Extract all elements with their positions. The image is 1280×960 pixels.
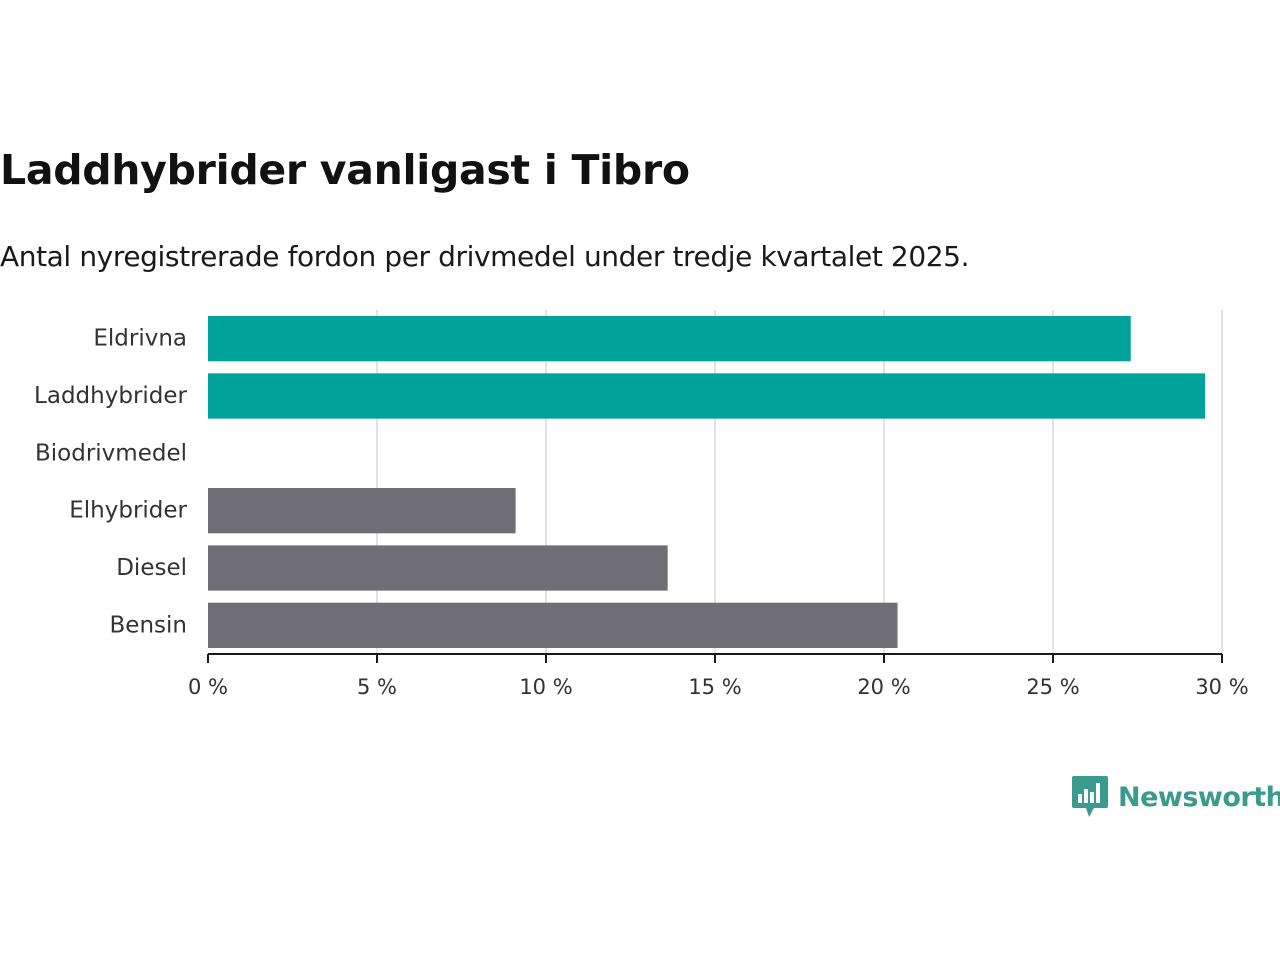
bar-diesel	[208, 545, 668, 591]
category-label: Laddhybrider	[34, 383, 187, 409]
bar-chart-speech-bubble-icon	[1072, 776, 1108, 817]
bar-laddhybrider	[208, 373, 1206, 419]
x-tick-label: 0 %	[188, 675, 228, 699]
category-label: Diesel	[116, 555, 187, 581]
x-axis: 0 % 5 % 10 % 15 % 20 % 25 % 30 %	[188, 653, 1249, 699]
x-tick-label: 30 %	[1195, 675, 1248, 699]
chart-subtitle: Antal nyregistrerade fordon per drivmede…	[0, 240, 970, 273]
category-label: Elhybrider	[69, 498, 187, 524]
bar-elhybrider	[208, 488, 516, 534]
bar-eldrivna	[208, 316, 1131, 362]
bar-bensin	[208, 602, 898, 648]
newsworthy-logo: Newsworthy	[1072, 776, 1280, 818]
category-label: Bensin	[110, 612, 187, 638]
brand-name: Newsworthy	[1118, 781, 1280, 813]
x-tick-label: 15 %	[688, 675, 741, 699]
category-label: Biodrivmedel	[35, 440, 187, 466]
bar-chart: Eldrivna Laddhybrider Biodrivmedel Elhybrid…	[34, 310, 1249, 699]
category-label: Eldrivna	[93, 326, 187, 352]
x-tick-label: 25 %	[1026, 675, 1079, 699]
chart-title: Laddhybrider vanligast i Tibro	[0, 146, 690, 194]
category-labels: Eldrivna Laddhybrider Biodrivmedel Elhybrid…	[34, 326, 187, 639]
x-tick-label: 20 %	[857, 675, 910, 699]
x-tick-label: 5 %	[357, 675, 397, 699]
gridlines	[376, 310, 1223, 654]
bars	[208, 316, 1206, 648]
x-tick-label: 10 %	[519, 675, 572, 699]
